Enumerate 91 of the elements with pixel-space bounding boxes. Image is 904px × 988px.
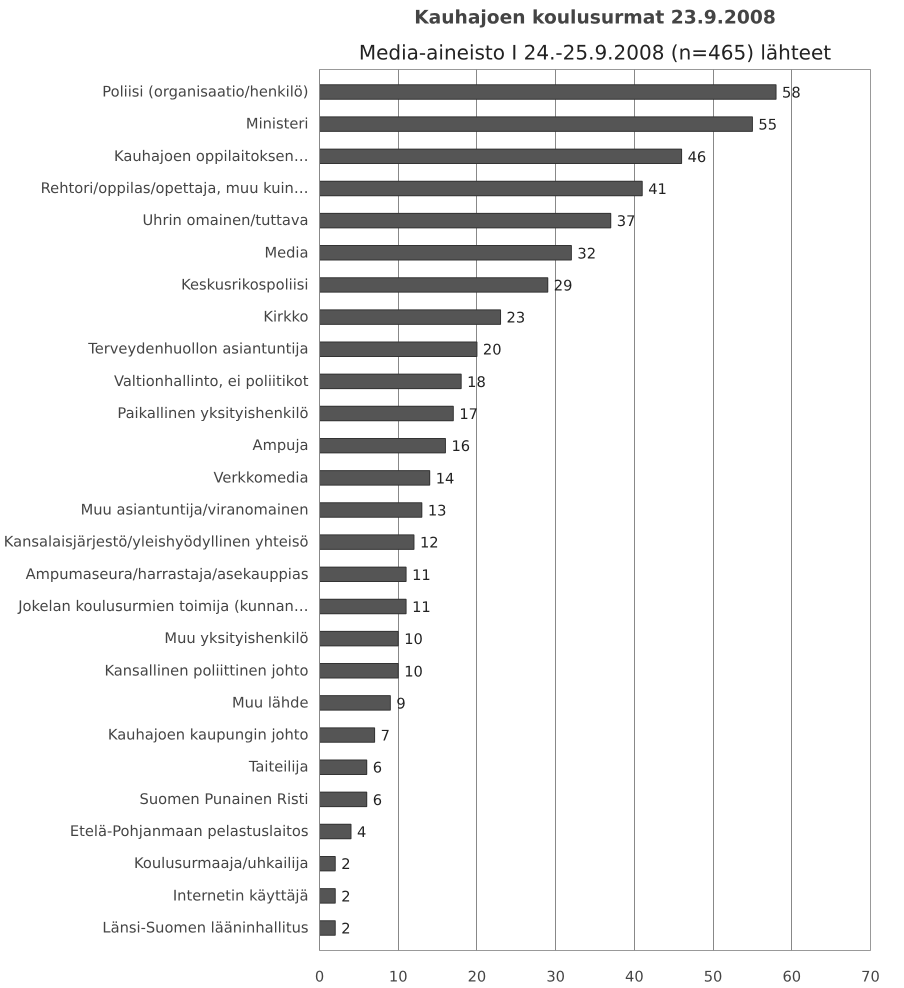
y-tick-label: Etelä-Pohjanmaan pelastuslaitos <box>70 823 309 840</box>
bar <box>320 663 399 678</box>
bar <box>320 84 777 100</box>
bar <box>320 406 454 422</box>
data-label: 29 <box>554 277 572 294</box>
bar <box>320 630 399 646</box>
x-tick-label: 20 <box>468 968 486 986</box>
y-tick-label: Ampuja <box>252 437 309 454</box>
y-tick-label: Verkkomedia <box>214 469 309 486</box>
y-tick-label: Keskusrikospoliisi <box>181 276 309 294</box>
bar <box>320 598 407 614</box>
data-label: 14 <box>436 470 454 488</box>
y-tick-label: Rehtori/oppilas/opettaja, muu kuin… <box>40 180 309 197</box>
y-tick-label: Muu lähde <box>232 694 308 712</box>
data-label: 58 <box>782 84 801 102</box>
data-label: 10 <box>404 663 423 680</box>
data-label: 37 <box>616 213 636 230</box>
bar <box>320 888 336 904</box>
y-tick-label: Jokelan koulusurmien toimija (kunnan… <box>17 598 309 615</box>
x-tick-label: 60 <box>782 968 802 986</box>
data-label: 13 <box>428 502 446 520</box>
bar <box>320 245 572 261</box>
y-tick-label: Muu asiantuntija/viranomainen <box>80 502 309 518</box>
data-label: 46 <box>688 148 706 166</box>
y-tick-label: Internetin käyttäjä <box>172 887 309 904</box>
data-label: 18 <box>467 374 486 391</box>
bar <box>320 116 753 132</box>
bar <box>320 792 368 808</box>
data-label: 12 <box>420 534 439 552</box>
data-label: 4 <box>356 824 366 842</box>
data-label: 2 <box>341 920 351 938</box>
bar <box>320 566 407 582</box>
y-tick-label: Kauhajoen oppilaitoksen… <box>114 148 308 165</box>
bar <box>320 727 376 743</box>
y-tick-label: Suomen Punainen Risti <box>140 790 309 808</box>
y-tick-label: Kansallinen poliittinen johto <box>104 662 309 680</box>
bar <box>320 920 336 936</box>
bar <box>320 470 430 486</box>
bar <box>320 824 352 840</box>
bar <box>320 856 336 872</box>
data-label: 9 <box>396 695 406 712</box>
x-tick-label: 70 <box>861 968 880 986</box>
data-label: 20 <box>482 342 502 359</box>
data-label: 6 <box>372 760 382 777</box>
y-tick-label: Terveydenhuollon asiantuntija <box>87 340 309 358</box>
y-tick-label: Muu yksityishenkilö <box>164 630 309 648</box>
y-tick-label: Media <box>264 244 309 262</box>
data-label: 6 <box>372 792 382 809</box>
data-label: 32 <box>577 245 596 262</box>
bar <box>320 695 391 711</box>
y-tick-label: Ministeri <box>246 116 309 133</box>
chart-title: Kauhajoen koulusurmat 23.9.2008 <box>414 8 776 28</box>
bar <box>320 309 502 325</box>
y-tick-label: Kauhajoen kaupungin johto <box>108 726 309 744</box>
data-label: 10 <box>404 631 423 648</box>
data-label: 23 <box>506 310 526 327</box>
bar <box>320 180 643 196</box>
y-tick-label: Ampumaseura/harrastaja/asekauppias <box>26 566 309 583</box>
y-tick-label: Valtionhallinto, ei poliitikot <box>114 372 309 390</box>
y-tick-label: Paikallinen yksityishenkilö <box>117 405 309 422</box>
data-label: 7 <box>380 728 390 745</box>
data-label: 11 <box>412 598 431 616</box>
data-label: 2 <box>341 856 351 874</box>
chart-subtitle: Media-aineisto I 24.-25.9.2008 (n=465) lähteet <box>358 40 832 64</box>
y-tick-label: Kirkko <box>263 308 309 326</box>
bar <box>320 502 422 518</box>
x-tick-label: 0 <box>314 968 324 986</box>
bar <box>320 374 462 390</box>
x-tick-label: 30 <box>546 968 565 986</box>
bar <box>320 148 682 164</box>
x-tick-label: 50 <box>704 968 722 986</box>
data-label: 55 <box>758 116 778 134</box>
bar <box>320 342 478 357</box>
data-label: 2 <box>341 888 351 906</box>
bar <box>320 534 414 550</box>
y-tick-label: Taiteilija <box>248 758 309 776</box>
data-label: 41 <box>648 180 667 198</box>
y-tick-label: Länsi-Suomen lääninhallitus <box>102 919 309 936</box>
x-tick-label: 10 <box>388 968 408 986</box>
data-label: 11 <box>412 566 431 584</box>
data-label: 17 <box>459 406 478 424</box>
data-label: 16 <box>451 438 470 456</box>
y-tick-label: Koulusurmaaja/uhkailija <box>134 855 309 872</box>
y-tick-label: Kansalaisjärjestö/yleishyödyllinen yhteisö <box>4 534 309 551</box>
bar <box>320 438 446 454</box>
bar <box>320 212 612 228</box>
bar <box>320 759 368 775</box>
y-tick-label: Poliisi (organisaatio/henkilö) <box>102 84 309 101</box>
y-tick-label: Uhrin omainen/tuttava <box>142 212 309 230</box>
bar <box>320 277 548 293</box>
x-tick-label: 40 <box>625 968 644 986</box>
